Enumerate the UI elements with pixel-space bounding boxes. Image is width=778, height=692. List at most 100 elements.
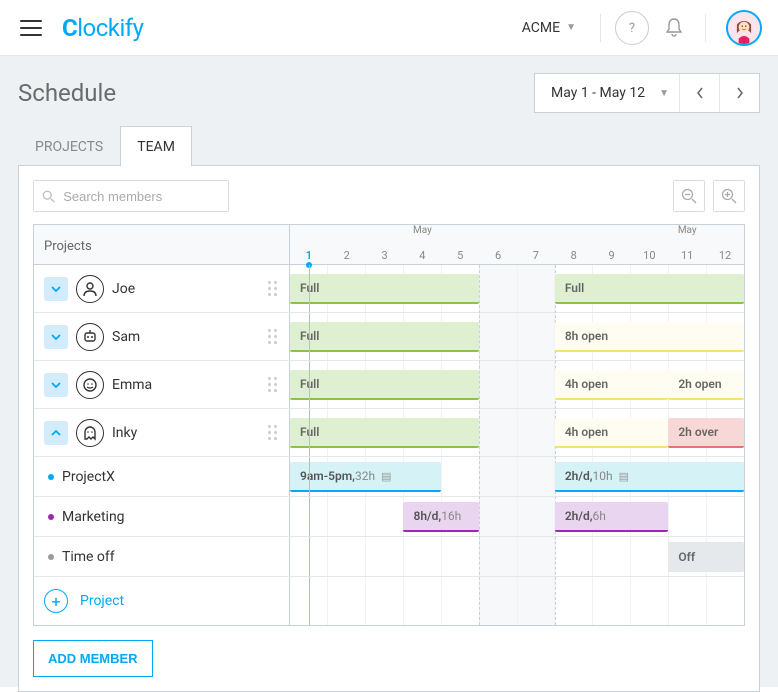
member-name: Inky <box>112 425 137 441</box>
day-header: 3 <box>366 249 404 262</box>
schedule-grid: Projects MayMay123456789101112 JoeFullFu… <box>33 224 745 626</box>
date-next-button[interactable] <box>719 74 759 112</box>
member-row: Inky Full 4h open2h over <box>34 409 744 457</box>
member-avatar <box>76 275 104 303</box>
help-button[interactable]: ? <box>615 11 649 45</box>
member-name: Sam <box>112 329 140 345</box>
zoom-in-button[interactable] <box>713 180 745 212</box>
add-project-label[interactable]: Project <box>80 593 124 609</box>
schedule-bar[interactable]: 8h open <box>555 322 744 352</box>
user-avatar[interactable] <box>726 10 762 46</box>
expand-button[interactable] <box>44 421 68 445</box>
expand-button[interactable] <box>44 325 68 349</box>
chevron-left-icon <box>696 87 704 99</box>
schedule-bar[interactable]: 2h/d, 10h▤ <box>555 462 744 492</box>
chevron-up-icon <box>51 429 61 437</box>
project-row: Time off Off <box>34 537 744 577</box>
member-avatar <box>76 323 104 351</box>
robot-icon <box>81 328 99 346</box>
schedule-bar[interactable]: 2h over <box>668 418 744 448</box>
search-icon <box>42 189 55 204</box>
schedule-bar[interactable]: 4h open <box>555 418 668 448</box>
day-header: 1 <box>290 249 328 262</box>
schedule-bar[interactable]: 9am-5pm, 32h▤ <box>290 462 441 492</box>
schedule-bar[interactable]: Full <box>290 370 479 400</box>
day-header: 2 <box>328 249 366 262</box>
project-row: Marketing 8h/d, 16h 2h/d, 6h <box>34 497 744 537</box>
add-project-row: + Project <box>34 577 744 625</box>
zoom-out-button[interactable] <box>673 180 705 212</box>
date-range-label: May 1 - May 12 <box>551 85 645 101</box>
day-header: 8 <box>555 249 593 262</box>
project-color-dot <box>48 474 54 480</box>
schedule-bar[interactable]: 4h open <box>555 370 668 400</box>
date-prev-button[interactable] <box>679 74 719 112</box>
drag-handle[interactable] <box>268 281 279 296</box>
schedule-bar[interactable]: 8h/d, 16h <box>403 502 479 532</box>
schedule-bar[interactable]: Full <box>555 274 744 304</box>
date-range-picker: May 1 - May 12 ▼ <box>534 73 760 113</box>
bell-icon <box>665 18 683 38</box>
member-row: Joe Full Full <box>34 265 744 313</box>
page-title: Schedule <box>18 79 116 107</box>
note-icon: ▤ <box>381 470 391 483</box>
menu-toggle[interactable] <box>20 20 42 36</box>
svg-text:?: ? <box>629 21 635 35</box>
member-avatar <box>76 419 104 447</box>
schedule-bar[interactable]: Full <box>290 322 479 352</box>
day-header: 9 <box>593 249 631 262</box>
schedule-bar[interactable]: Off <box>668 542 744 572</box>
schedule-bar[interactable]: Full <box>290 274 479 304</box>
projects-column-header: Projects <box>34 225 290 264</box>
caret-down-icon: ▼ <box>659 88 669 99</box>
schedule-bar[interactable]: 2h/d, 6h <box>555 502 668 532</box>
add-project-button[interactable]: + <box>44 589 68 613</box>
project-row: ProjectX 9am-5pm, 32h▤ 2h/d, 10h▤ <box>34 457 744 497</box>
day-header: 11 <box>668 249 706 262</box>
day-header: 12 <box>706 249 744 262</box>
month-label: May <box>413 225 432 236</box>
search-container <box>33 180 229 212</box>
project-name: Time off <box>62 549 115 565</box>
drag-handle[interactable] <box>268 329 279 344</box>
workspace-name: ACME <box>522 20 560 36</box>
member-row: Sam Full 8h open <box>34 313 744 361</box>
tab-projects[interactable]: PROJECTS <box>18 126 120 166</box>
zoom-out-icon <box>681 188 697 204</box>
divider <box>705 14 706 42</box>
notifications-button[interactable] <box>657 11 691 45</box>
search-input[interactable] <box>63 189 220 204</box>
project-name: Marketing <box>62 509 125 525</box>
project-color-dot <box>48 554 54 560</box>
member-name: Joe <box>112 281 135 297</box>
date-range-button[interactable]: May 1 - May 12 ▼ <box>535 85 679 101</box>
divider <box>600 14 601 42</box>
day-header: 4 <box>403 249 441 262</box>
workspace-selector[interactable]: ACME ▼ <box>512 14 586 42</box>
project-name: ProjectX <box>62 469 115 485</box>
drag-handle[interactable] <box>268 425 279 440</box>
face-icon <box>81 376 99 394</box>
note-icon: ▤ <box>619 470 629 483</box>
chevron-down-icon <box>51 285 61 293</box>
member-name: Emma <box>112 377 152 393</box>
chevron-down-icon <box>51 333 61 341</box>
caret-down-icon: ▼ <box>566 22 576 33</box>
day-header: 5 <box>441 249 479 262</box>
drag-handle[interactable] <box>268 377 279 392</box>
avatar-icon <box>728 12 760 44</box>
day-header: 6 <box>479 249 517 262</box>
chevron-right-icon <box>736 87 744 99</box>
day-header: 10 <box>630 249 668 262</box>
schedule-bar[interactable]: Full <box>290 418 479 448</box>
day-header: 7 <box>517 249 555 262</box>
chevron-down-icon <box>51 381 61 389</box>
schedule-bar[interactable]: 2h open <box>668 370 744 400</box>
member-row: Emma Full 4h open2h open <box>34 361 744 409</box>
expand-button[interactable] <box>44 373 68 397</box>
logo: Clockify <box>62 14 144 42</box>
add-member-button[interactable]: ADD MEMBER <box>33 640 153 677</box>
expand-button[interactable] <box>44 277 68 301</box>
tab-team[interactable]: TEAM <box>120 126 192 166</box>
zoom-in-icon <box>721 188 737 204</box>
